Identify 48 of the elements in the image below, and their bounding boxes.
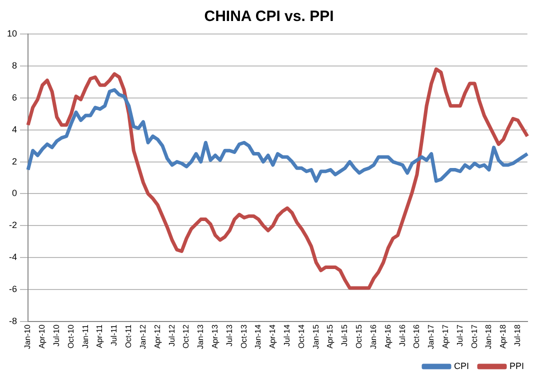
x-tick-label: Oct-15 xyxy=(354,324,364,349)
x-tick-label: Jul-12 xyxy=(167,324,176,346)
x-tick-label: Jul-14 xyxy=(282,324,292,346)
x-tick-label: Apr-13 xyxy=(210,324,220,349)
y-tick-label: -6 xyxy=(8,284,18,294)
x-tick-label: Oct-10 xyxy=(66,324,76,349)
x-tick-label: Jan-11 xyxy=(80,324,90,348)
x-tick-label: Apr-16 xyxy=(383,324,392,349)
x-tick-label: Jan-17 xyxy=(426,324,436,350)
x-tick-label: Apr-17 xyxy=(440,324,450,349)
x-tick-label: Jul-11 xyxy=(110,324,119,346)
x-tick-label: Jan-10 xyxy=(23,324,32,350)
x-tick-label: Apr-18 xyxy=(498,324,508,349)
x-tick-label: Jul-10 xyxy=(52,324,62,346)
x-tick-label: Apr-12 xyxy=(152,324,162,349)
y-tick-label: -4 xyxy=(8,252,18,262)
y-tick-label: 0 xyxy=(12,188,18,198)
chart-title: CHINA CPI vs. PPI xyxy=(204,8,334,26)
x-tick-label: Oct-12 xyxy=(182,324,191,349)
x-tick-label: Jan-18 xyxy=(484,324,494,350)
x-tick-label: Jul-13 xyxy=(224,324,234,346)
x-tick-label: Jan-16 xyxy=(368,324,378,350)
y-tick-label: 8 xyxy=(12,60,18,70)
x-tick-label: Jul-18 xyxy=(513,324,522,346)
x-tick-label: Apr-11 xyxy=(95,324,104,348)
x-tick-label: Jul-15 xyxy=(340,324,350,346)
x-tick-label: Apr-10 xyxy=(38,324,47,349)
x-tick-label: Jan-12 xyxy=(138,324,148,350)
x-tick-label: Oct-11 xyxy=(124,324,134,348)
x-tick-label: Jul-17 xyxy=(455,324,464,346)
y-tick-label: 4 xyxy=(12,124,18,134)
y-tick-label: 6 xyxy=(12,92,18,102)
x-tick-label: Oct-13 xyxy=(239,324,248,349)
x-tick-label: Oct-17 xyxy=(470,324,479,349)
x-tick-label: Jan-13 xyxy=(196,324,206,350)
x-tick-label: Jul-16 xyxy=(398,324,407,346)
legend-label: CPI xyxy=(454,360,470,371)
y-tick-label: -2 xyxy=(8,220,18,230)
x-tick-label: Oct-16 xyxy=(412,324,422,349)
x-tick-label: Jan-15 xyxy=(311,324,320,350)
x-tick-label: Jan-14 xyxy=(254,324,263,350)
y-tick-label: 2 xyxy=(12,156,18,166)
x-tick-label: Apr-14 xyxy=(268,324,278,349)
y-tick-label: -8 xyxy=(8,316,18,326)
x-tick-label: Oct-14 xyxy=(296,324,306,349)
legend-label: PPI xyxy=(509,360,524,371)
x-tick-label: Apr-15 xyxy=(326,324,335,349)
y-tick-label: 10 xyxy=(6,28,18,38)
